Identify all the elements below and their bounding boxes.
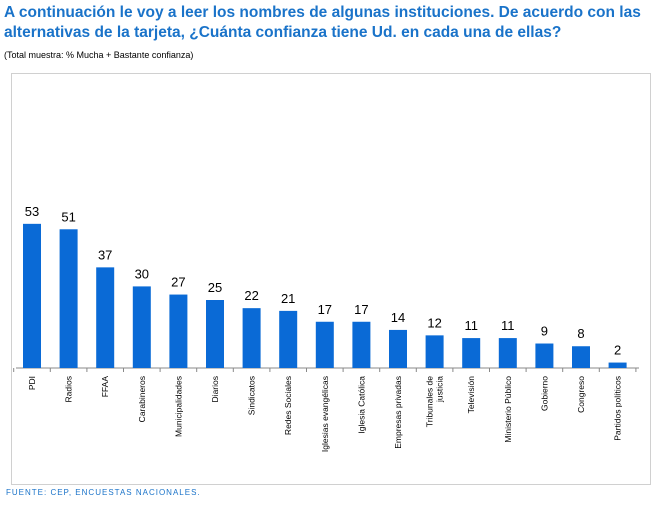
category-label: Redes Sociales [283, 376, 293, 435]
category-label: Televisión [466, 376, 476, 414]
data-label: 11 [464, 318, 478, 333]
source-footer: FUENTE: CEP, ENCUESTAS NACIONALES. [6, 488, 201, 497]
category-label: Congreso [576, 376, 586, 413]
bar [315, 321, 334, 368]
category-label: PDI [27, 376, 37, 390]
data-label: 53 [25, 204, 39, 219]
bar [242, 308, 261, 368]
bar [169, 294, 188, 368]
bar [462, 338, 481, 368]
bar [608, 362, 627, 368]
data-label: 22 [244, 288, 258, 303]
chart-title: A continuación le voy a leer los nombres… [4, 4, 641, 41]
bar [132, 286, 151, 368]
data-label: 37 [98, 247, 112, 262]
bar [96, 267, 115, 368]
data-label: 2 [614, 343, 621, 358]
data-label: 51 [61, 209, 75, 224]
category-label: Carabineros [137, 376, 147, 422]
data-label: 17 [354, 302, 368, 317]
bar [59, 229, 78, 368]
data-label: 11 [501, 318, 515, 333]
category-label: Municipalidades [173, 376, 183, 437]
category-label: Radios [64, 376, 74, 402]
category-label: Partidos políticos [613, 376, 623, 441]
bar [572, 346, 590, 368]
bar [498, 338, 517, 368]
category-label: Iglesia Católica [356, 376, 366, 434]
bar [23, 223, 41, 368]
category-label: Empresas privadas [393, 376, 403, 449]
data-label: 27 [171, 275, 185, 290]
category-label: Gobierno [539, 376, 549, 411]
category-label: Diarios [210, 376, 220, 402]
bar [279, 310, 298, 368]
data-label: 17 [318, 302, 332, 317]
data-label: 21 [281, 291, 295, 306]
data-label: 9 [541, 324, 548, 339]
plot-frame [11, 73, 651, 485]
category-label: FFAA [100, 376, 110, 398]
bar-chart: 53 PDI 51 Radios 37 FFAA 30 Carabineros 27 Munici… [13, 204, 639, 452]
category-label: Sindicatos [247, 376, 257, 415]
category-label: Ministerio Público [503, 376, 513, 443]
bar [389, 329, 407, 368]
bar [352, 321, 371, 368]
data-label: 8 [577, 326, 584, 341]
data-label: 30 [135, 266, 149, 281]
category-label: Iglesias evangélicas [320, 376, 330, 452]
data-label: 14 [391, 310, 405, 325]
data-label: 25 [208, 280, 222, 295]
bar [535, 343, 554, 368]
chart-subtitle: (Total muestra: % Mucha + Bastante confi… [4, 50, 194, 60]
bar [425, 335, 444, 368]
category-label: Tribunales dejusticia [425, 376, 445, 427]
bar [206, 300, 224, 368]
data-label: 12 [427, 315, 441, 330]
